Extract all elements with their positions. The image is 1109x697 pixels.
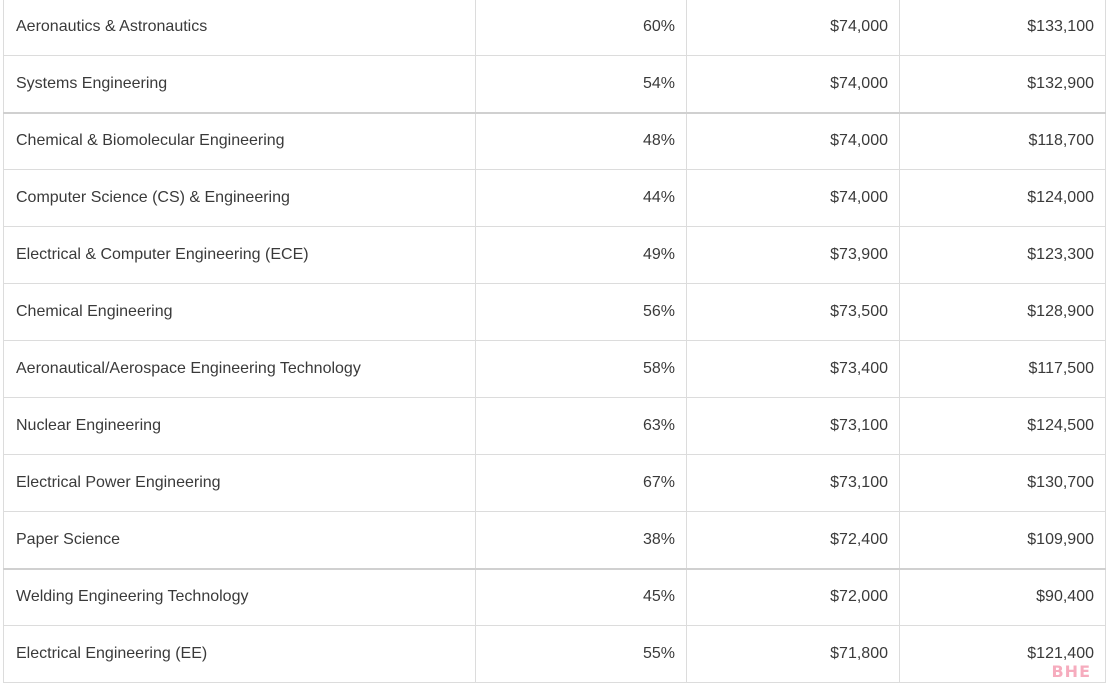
early-pay-cell: $72,000 bbox=[686, 568, 900, 626]
salary-table: Aeronautics & Astronautics 60% $74,000 $… bbox=[3, 0, 1106, 683]
major-cell: Aeronautical/Aerospace Engineering Techn… bbox=[3, 340, 476, 398]
table-row: Electrical & Computer Engineering (ECE) … bbox=[3, 226, 1106, 284]
major-cell: Paper Science bbox=[3, 511, 476, 570]
major-cell: Chemical & Biomolecular Engineering bbox=[3, 112, 476, 170]
mid-pay-cell: $130,700 bbox=[899, 454, 1106, 512]
percent-cell: 60% bbox=[475, 0, 687, 56]
major-cell: Electrical & Computer Engineering (ECE) bbox=[3, 226, 476, 284]
table-row: Aeronautics & Astronautics 60% $74,000 $… bbox=[3, 0, 1106, 56]
early-pay-cell: $74,000 bbox=[686, 0, 900, 56]
early-pay-cell: $74,000 bbox=[686, 169, 900, 227]
early-pay-cell: $73,100 bbox=[686, 397, 900, 455]
early-pay-cell: $72,400 bbox=[686, 511, 900, 570]
percent-cell: 67% bbox=[475, 454, 687, 512]
mid-pay-cell: $123,300 bbox=[899, 226, 1106, 284]
table-row: Chemical & Biomolecular Engineering 48% … bbox=[3, 112, 1106, 170]
percent-cell: 44% bbox=[475, 169, 687, 227]
early-pay-cell: $74,000 bbox=[686, 55, 900, 114]
percent-cell: 56% bbox=[475, 283, 687, 341]
percent-cell: 48% bbox=[475, 112, 687, 170]
mid-pay-cell: $90,400 bbox=[899, 568, 1106, 626]
percent-cell: 38% bbox=[475, 511, 687, 570]
early-pay-cell: $73,400 bbox=[686, 340, 900, 398]
early-pay-cell: $73,500 bbox=[686, 283, 900, 341]
percent-cell: 55% bbox=[475, 625, 687, 683]
salary-table-container: Aeronautics & Astronautics 60% $74,000 $… bbox=[3, 0, 1106, 683]
percent-cell: 45% bbox=[475, 568, 687, 626]
mid-pay-cell: $117,500 bbox=[899, 340, 1106, 398]
percent-cell: 63% bbox=[475, 397, 687, 455]
table-row: Paper Science 38% $72,400 $109,900 bbox=[3, 511, 1106, 570]
mid-pay-cell: $109,900 bbox=[899, 511, 1106, 570]
early-pay-cell: $73,900 bbox=[686, 226, 900, 284]
major-cell: Computer Science (CS) & Engineering bbox=[3, 169, 476, 227]
major-cell: Systems Engineering bbox=[3, 55, 476, 114]
percent-cell: 54% bbox=[475, 55, 687, 114]
table-row: Chemical Engineering 56% $73,500 $128,90… bbox=[3, 283, 1106, 341]
percent-cell: 58% bbox=[475, 340, 687, 398]
mid-pay-cell: $118,700 bbox=[899, 112, 1106, 170]
mid-pay-cell: $133,100 bbox=[899, 0, 1106, 56]
major-cell: Electrical Engineering (EE) bbox=[3, 625, 476, 683]
table-row: Systems Engineering 54% $74,000 $132,900 bbox=[3, 55, 1106, 114]
table-row: Computer Science (CS) & Engineering 44% … bbox=[3, 169, 1106, 227]
major-cell: Nuclear Engineering bbox=[3, 397, 476, 455]
major-cell: Electrical Power Engineering bbox=[3, 454, 476, 512]
table-row: Electrical Engineering (EE) 55% $71,800 … bbox=[3, 625, 1106, 683]
early-pay-cell: $73,100 bbox=[686, 454, 900, 512]
table-row: Aeronautical/Aerospace Engineering Techn… bbox=[3, 340, 1106, 398]
early-pay-cell: $74,000 bbox=[686, 112, 900, 170]
mid-pay-cell: $121,400 bbox=[899, 625, 1106, 683]
table-row: Welding Engineering Technology 45% $72,0… bbox=[3, 568, 1106, 626]
mid-pay-cell: $128,900 bbox=[899, 283, 1106, 341]
table-row: Nuclear Engineering 63% $73,100 $124,500 bbox=[3, 397, 1106, 455]
major-cell: Aeronautics & Astronautics bbox=[3, 0, 476, 56]
percent-cell: 49% bbox=[475, 226, 687, 284]
table-row: Electrical Power Engineering 67% $73,100… bbox=[3, 454, 1106, 512]
mid-pay-cell: $124,000 bbox=[899, 169, 1106, 227]
major-cell: Welding Engineering Technology bbox=[3, 568, 476, 626]
major-cell: Chemical Engineering bbox=[3, 283, 476, 341]
mid-pay-cell: $124,500 bbox=[899, 397, 1106, 455]
mid-pay-cell: $132,900 bbox=[899, 55, 1106, 114]
early-pay-cell: $71,800 bbox=[686, 625, 900, 683]
watermark-logo: BHE bbox=[1051, 662, 1091, 681]
